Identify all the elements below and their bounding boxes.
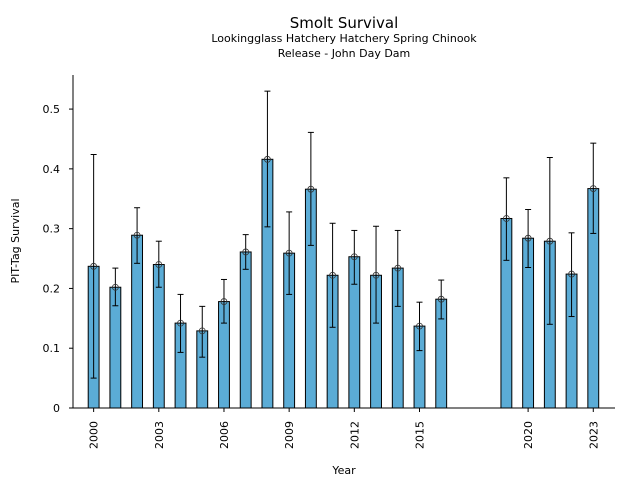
bars-group [87,158,600,409]
x-tick-label: 2023 [587,421,600,449]
point-marker-2014 [394,264,402,272]
x-ticks-group: 2000 2003 2006 2009 2012 2015 2020 2023 [88,408,600,449]
point-marker-2009 [285,249,293,257]
chart-title: Smolt Survival [290,14,399,32]
x-tick-label: 2020 [522,421,535,449]
point-marker-2003 [155,261,163,268]
point-marker-2015 [416,322,423,330]
x-tick-label: 2000 [88,421,101,449]
x-tick-label: 2006 [218,421,231,449]
point-marker-2005 [198,327,206,335]
point-marker-2022 [568,270,575,278]
x-tick-label: 2012 [348,421,361,449]
point-marker-2016 [437,295,445,303]
point-marker-2020 [524,234,532,242]
point-marker-2007 [242,248,250,256]
point-marker-2021 [546,237,554,245]
point-marker-2000 [90,262,98,270]
y-tick-label: 0.4 [43,163,61,176]
markers-group [90,155,597,335]
point-marker-2008 [264,155,271,163]
y-ticks-group: 0 0.1 0.2 0.3 0.4 0.5 [43,103,73,415]
point-marker-2002 [133,231,141,239]
point-marker-2006 [220,298,228,305]
point-marker-2019 [502,215,510,222]
x-tick-label: 2009 [283,421,296,449]
x-tick-label: 2003 [153,421,166,449]
point-marker-2023 [589,185,597,192]
chart-subtitle-line-1: Lookingglass Hatchery Hatchery Spring Ch… [211,32,477,45]
point-marker-2012 [350,253,358,261]
x-axis-label: Year [331,464,356,477]
point-marker-2010 [307,185,315,193]
y-axis-label: PIT-Tag Survival [9,198,22,283]
y-tick-label: 0.5 [43,103,61,116]
y-tick-label: 0.3 [43,223,61,236]
chart-subtitle-line-2: Release - John Day Dam [278,47,411,60]
x-tick-label: 2015 [413,421,426,449]
y-tick-label: 0 [53,402,60,415]
point-marker-2013 [372,271,380,279]
bar-2007 [239,251,252,409]
point-marker-2001 [111,283,119,291]
errorbars-group [90,90,597,379]
y-tick-label: 0.2 [43,282,61,295]
point-marker-2004 [177,319,184,327]
y-tick-label: 0.1 [43,342,61,355]
point-marker-2011 [329,271,336,279]
